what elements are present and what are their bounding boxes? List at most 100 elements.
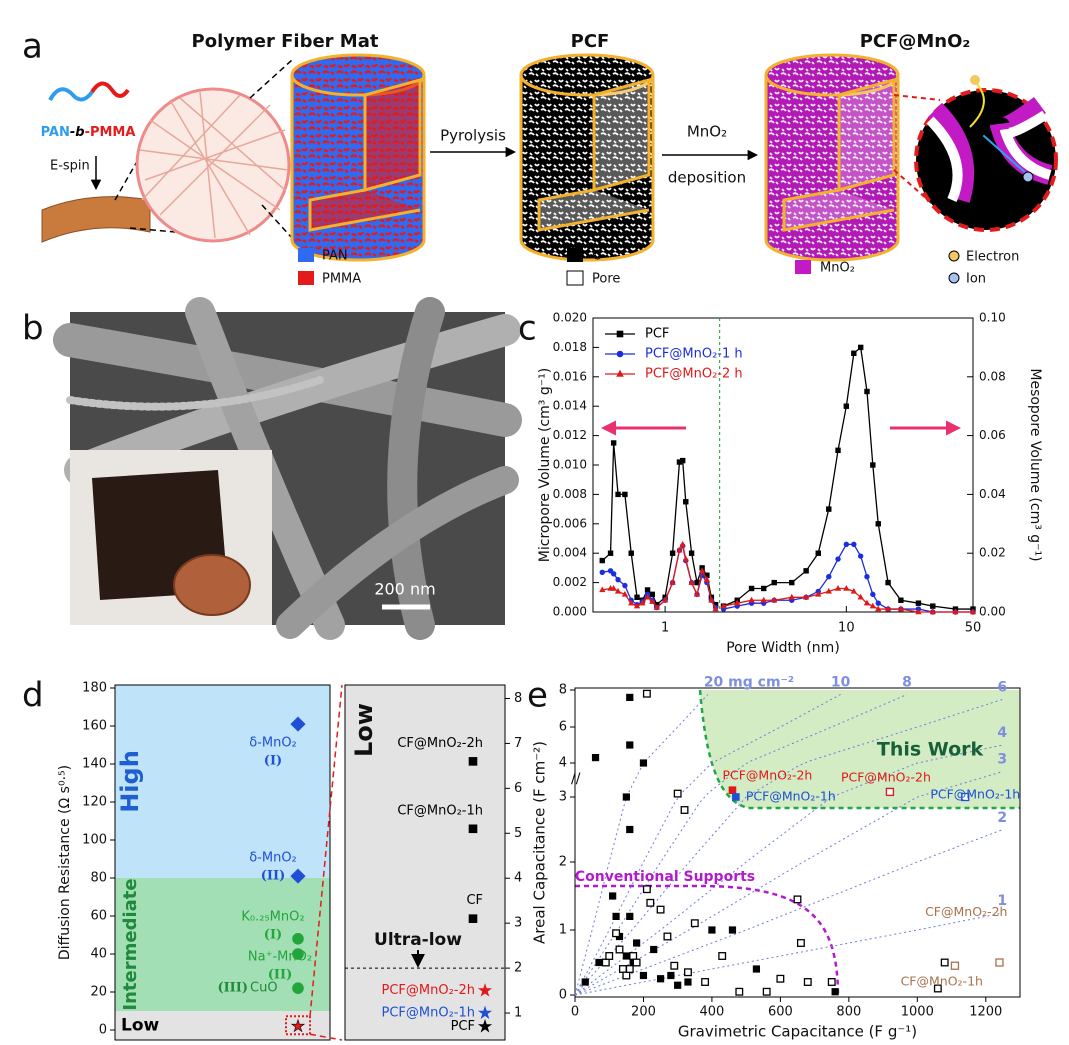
loading-label: 10 [831, 674, 851, 690]
y-tick-label: 0.004 [553, 546, 587, 560]
marker [292, 932, 304, 945]
marker [610, 584, 617, 591]
marker [595, 958, 603, 967]
marker [870, 462, 876, 468]
loading-line [574, 694, 841, 996]
x-tick-label: 1000 [901, 1005, 934, 1020]
point-tag: (III) [217, 981, 248, 996]
panel-b: b 200 nm [22, 297, 522, 640]
marker [776, 974, 785, 983]
marker [649, 598, 656, 604]
y-tick-label: 60 [90, 909, 107, 924]
y-tick-label: 0 [99, 1023, 107, 1038]
line [159, 104, 271, 216]
y-tick-label: 100 [82, 833, 107, 848]
marker [843, 403, 850, 409]
marker [734, 599, 741, 606]
y-tick-label: 3 [559, 790, 567, 805]
legend-label: C [592, 249, 601, 264]
series-line [723, 346, 973, 610]
marker [827, 978, 836, 986]
marker [626, 825, 634, 834]
marker [633, 939, 641, 947]
point-label: PCF@MnO₂-2h [841, 769, 931, 784]
x-axis-label: Gravimetric Capacitance (F g⁻¹) [678, 1023, 917, 1041]
tspan: PAN [41, 125, 70, 140]
marker [857, 593, 864, 600]
marker [667, 971, 675, 980]
marker [851, 350, 857, 356]
point-label: PCF@MnO₂-1h [746, 789, 836, 804]
legend-label: PAN [322, 249, 348, 264]
marker [290, 868, 306, 884]
marker [642, 689, 651, 698]
marker [682, 555, 689, 562]
marker [292, 982, 304, 995]
y-tick-label: 0.014 [553, 399, 587, 413]
marker [581, 978, 589, 986]
y-tick-label: 1 [559, 923, 567, 938]
marker [632, 958, 641, 967]
marker [661, 596, 669, 603]
panel-label: c [518, 309, 537, 349]
axis-break: // [571, 771, 581, 787]
series-line [723, 587, 973, 613]
marker [599, 586, 606, 593]
marker [850, 587, 857, 594]
marker [929, 608, 936, 615]
point-label: PCF@MnO₂-1h [382, 1006, 476, 1021]
fiber-mat [41, 196, 151, 243]
legend-swatch [298, 248, 314, 262]
loading-line [574, 771, 1003, 996]
this-work-border [698, 689, 1020, 810]
marker [897, 605, 905, 612]
marker [864, 388, 870, 395]
marker [621, 590, 629, 597]
line [141, 94, 241, 201]
panel-label: a [22, 27, 43, 67]
loading-label: 20 mg cm⁻² [704, 674, 794, 690]
path [276, 466, 519, 639]
marker [468, 757, 478, 766]
y-tick-label: 5 [514, 826, 522, 841]
loading-label: 4 [997, 725, 1007, 741]
loading-label: 2 [997, 810, 1007, 826]
pore-zoom [914, 75, 1058, 232]
y-axis-label: Areal Capacitance (F cm⁻²) [531, 741, 549, 944]
y2-tick-label: 0.10 [979, 311, 1006, 325]
y-tick-label: 120 [82, 795, 107, 810]
point-label: CF [466, 893, 483, 908]
marker [626, 693, 634, 701]
marker [796, 939, 805, 947]
line [199, 91, 216, 239]
marker [656, 975, 665, 983]
stage-title: Polymer Fiber Mat [192, 31, 379, 52]
stage-title: PCF [571, 31, 610, 52]
y2-tick-label: 0.08 [979, 369, 1006, 383]
region-label: High [116, 750, 144, 813]
marker [639, 971, 648, 980]
y-tick-label: 0.006 [553, 516, 587, 530]
marker [884, 605, 892, 612]
marker [915, 608, 922, 615]
zoom-line [893, 94, 941, 101]
marker [930, 603, 936, 609]
plot-frame [114, 684, 331, 1041]
marker [649, 591, 656, 598]
marker [676, 546, 683, 553]
y-tick-label: 180 [82, 681, 107, 696]
y-tick-label: 0.000 [553, 605, 587, 619]
marker [857, 553, 864, 559]
highlight-box [285, 1015, 311, 1036]
marker [669, 550, 676, 556]
point-label: Na⁺-MnO₂ [248, 950, 312, 965]
marker [762, 987, 771, 996]
point-label: CuO [250, 981, 278, 996]
region-label: Low [121, 1016, 160, 1036]
x-tick-label: 10 [838, 621, 855, 636]
path [519, 75, 655, 262]
step-label: MnO₂ [687, 123, 727, 141]
marker [718, 952, 727, 960]
